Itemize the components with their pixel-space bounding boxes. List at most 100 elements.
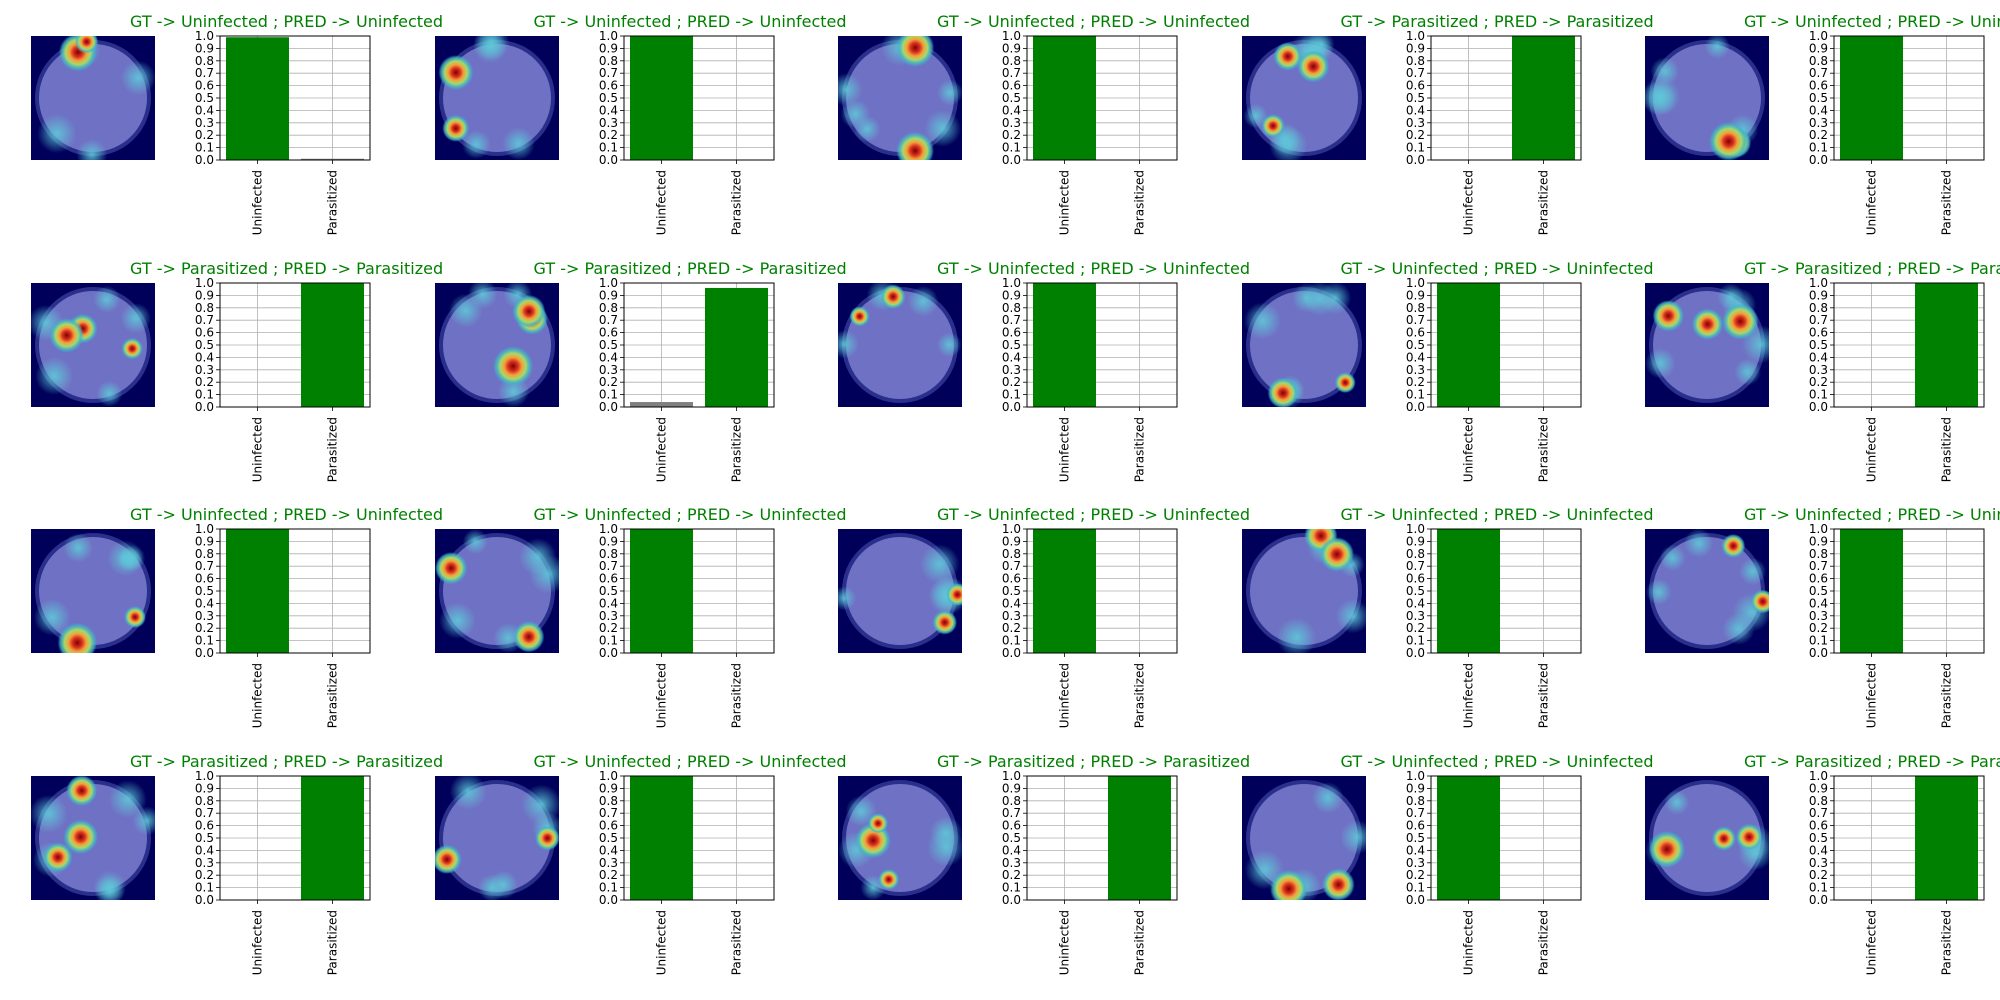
axes-frame xyxy=(1026,35,1178,161)
y-tick-label: 1.0 xyxy=(598,769,617,783)
x-tick-label: Uninfected xyxy=(1865,663,1879,728)
y-tick-label: 0.8 xyxy=(195,300,214,314)
axes-frame xyxy=(1833,282,1985,407)
bar-uninfected xyxy=(1033,36,1096,160)
bar-parasitized xyxy=(1511,36,1575,160)
y-tick-label: 0.2 xyxy=(598,621,617,635)
x-tick-label: Parasitized xyxy=(1133,170,1147,235)
bar-parasitized xyxy=(1915,282,1978,407)
panel-title: GT -> Parasitized ; PRED -> Parasitized xyxy=(1340,12,1654,31)
y-tick-label: 1.0 xyxy=(195,769,214,783)
x-tick-label: Uninfected xyxy=(1058,417,1072,482)
y-tick-label: 0.5 xyxy=(598,831,617,845)
x-tick-label: Parasitized xyxy=(1536,170,1550,235)
y-tick-label: 0.7 xyxy=(195,559,214,573)
panel-title: GT -> Parasitized ; PRED -> Parasitized xyxy=(1744,751,2000,771)
y-tick-label: 0.8 xyxy=(598,793,617,807)
y-tick-label: 0.7 xyxy=(1405,66,1424,80)
x-tick-label: Uninfected xyxy=(654,417,668,482)
bar-uninfected xyxy=(629,529,693,653)
y-tick-label: 0.6 xyxy=(1809,79,1828,93)
probability-bar-chart: 0.00.10.20.30.40.50.60.70.80.91.0 Uninfec… xyxy=(195,522,371,728)
y-tick-label: 0.2 xyxy=(1405,621,1424,635)
axes-frame xyxy=(623,282,774,407)
y-tick-label: 0.4 xyxy=(1809,350,1828,364)
bar-parasitized xyxy=(301,775,364,900)
y-tick-label: 0.4 xyxy=(1002,350,1021,364)
y-tick-label: 0.2 xyxy=(1405,375,1424,389)
axes-frame xyxy=(623,528,774,654)
bar-parasitized xyxy=(301,158,364,160)
y-tick-label: 0.9 xyxy=(1002,288,1021,302)
y-tick-label: 0.1 xyxy=(1809,880,1828,894)
y-tick-label: 0.4 xyxy=(195,350,214,364)
y-tick-label: 0.5 xyxy=(1405,338,1424,352)
axes-frame xyxy=(1833,775,1985,900)
gradcam-heatmap-image xyxy=(1241,529,1366,653)
probability-bar-chart: 0.00.10.20.30.40.50.60.70.80.91.0 Uninfec… xyxy=(1002,522,1178,728)
gradcam-heatmap-image xyxy=(1241,36,1366,160)
y-tick-label: 1.0 xyxy=(598,29,617,43)
y-tick-label: 0.1 xyxy=(1809,387,1828,401)
y-tick-label: 0.0 xyxy=(1809,400,1828,414)
x-tick-label: Uninfected xyxy=(1058,663,1072,728)
y-tick-label: 0.9 xyxy=(195,288,214,302)
y-tick-label: 0.6 xyxy=(1809,325,1828,339)
y-tick-label: 0.8 xyxy=(598,54,617,68)
y-tick-label: 1.0 xyxy=(1002,276,1021,290)
probability-bar-chart: 0.00.10.20.30.40.50.60.70.80.91.0 Uninfec… xyxy=(1809,276,1985,482)
gradcam-heatmap-image xyxy=(838,282,962,407)
y-tick-label: 0.5 xyxy=(1002,831,1021,845)
y-tick-label: 0.0 xyxy=(1405,153,1424,167)
y-tick-label: 0.3 xyxy=(195,116,214,130)
y-tick-label: 0.4 xyxy=(598,843,617,857)
y-tick-label: 0.0 xyxy=(1002,646,1021,660)
axes-frame xyxy=(1026,282,1178,407)
y-tick-label: 0.2 xyxy=(598,128,617,142)
y-tick-label: 0.9 xyxy=(1002,41,1021,55)
y-tick-label: 0.1 xyxy=(1405,387,1424,401)
y-tick-label: 0.6 xyxy=(1002,818,1021,832)
y-tick-label: 0.7 xyxy=(598,66,617,80)
gradcam-heatmap-image xyxy=(1645,529,1769,653)
axes-frame xyxy=(219,35,371,161)
y-tick-label: 0.8 xyxy=(1002,54,1021,68)
y-tick-label: 0.8 xyxy=(1809,300,1828,314)
y-tick-label: 0.2 xyxy=(195,868,214,882)
y-tick-label: 0.2 xyxy=(195,621,214,635)
y-tick-label: 0.9 xyxy=(598,41,617,55)
y-tick-label: 0.3 xyxy=(1809,362,1828,376)
y-tick-label: 0.0 xyxy=(1809,646,1828,660)
y-tick-label: 0.3 xyxy=(1405,362,1424,376)
y-tick-label: 0.6 xyxy=(598,818,617,832)
y-tick-label: 0.0 xyxy=(1002,153,1021,167)
y-tick-label: 0.6 xyxy=(195,572,214,586)
y-tick-label: 0.3 xyxy=(598,116,617,130)
y-tick-label: 0.8 xyxy=(195,54,214,68)
panel-title: GT -> Uninfected ; PRED -> Uninfected xyxy=(1340,505,1654,524)
y-tick-label: 0.0 xyxy=(195,893,214,907)
panel-title: GT -> Parasitized ; PRED -> Parasitized xyxy=(130,751,444,771)
y-tick-label: 0.8 xyxy=(1405,300,1424,314)
y-tick-label: 0.5 xyxy=(195,91,214,105)
gradcam-heatmap-image xyxy=(31,775,155,900)
bar-uninfected xyxy=(226,37,289,160)
y-tick-label: 0.1 xyxy=(598,141,617,155)
y-tick-label: 0.3 xyxy=(1002,609,1021,623)
axes-frame xyxy=(1026,775,1178,900)
y-tick-label: 1.0 xyxy=(1405,276,1424,290)
y-tick-label: 0.6 xyxy=(1002,572,1021,586)
x-tick-label: Parasitized xyxy=(326,417,340,482)
axes-frame xyxy=(1430,528,1581,654)
y-tick-label: 0.7 xyxy=(1405,559,1424,573)
y-tick-label: 0.1 xyxy=(195,880,214,894)
axes-frame xyxy=(219,528,371,654)
bar-uninfected xyxy=(1436,775,1500,900)
y-tick-label: 0.0 xyxy=(598,400,617,414)
x-tick-label: Parasitized xyxy=(1940,417,1954,482)
y-tick-label: 0.5 xyxy=(1809,584,1828,598)
panel-title: GT -> Uninfected ; PRED -> Uninfected xyxy=(1340,258,1654,278)
